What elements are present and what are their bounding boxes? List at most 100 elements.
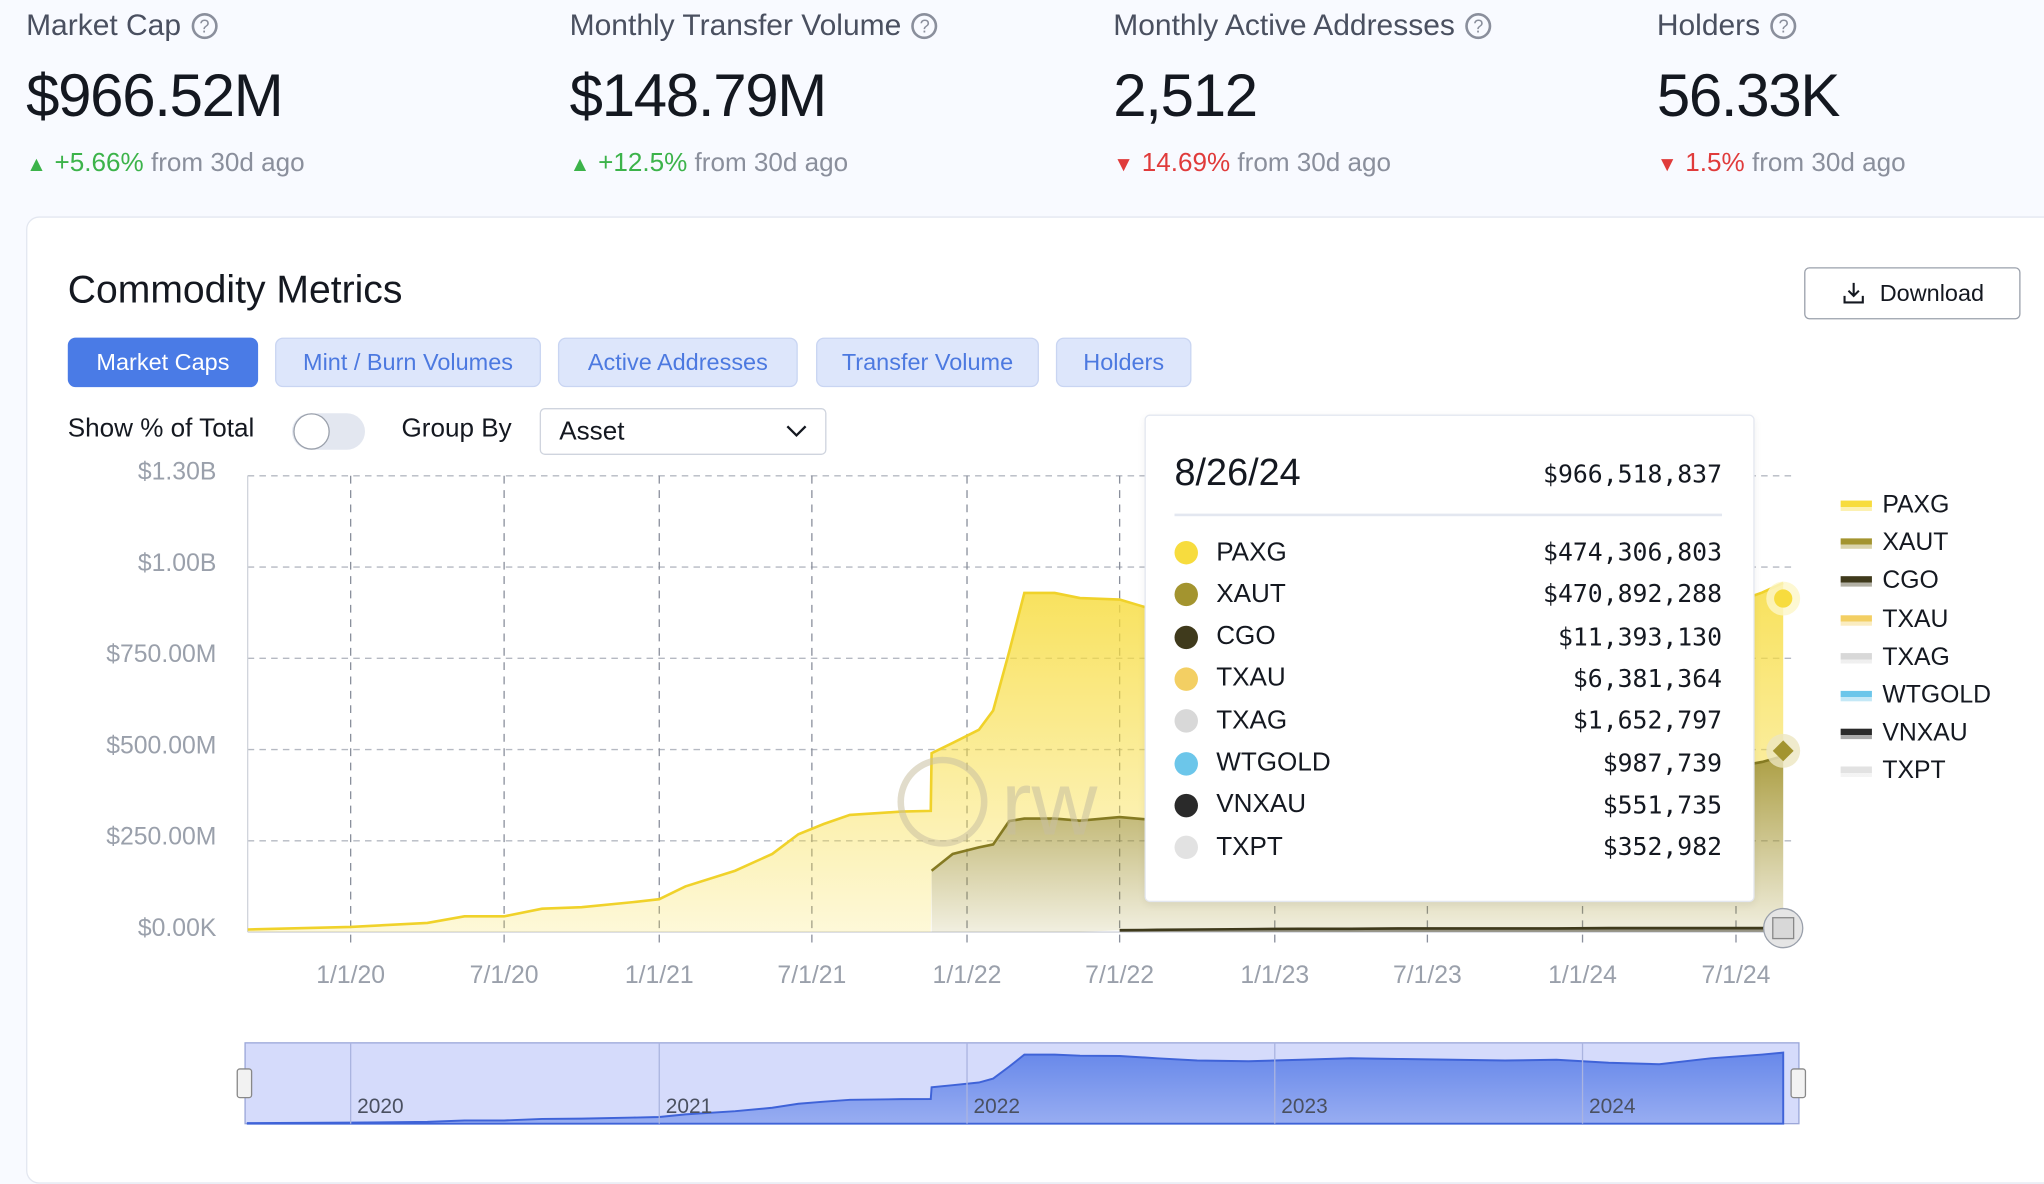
series-dot-icon	[1174, 793, 1198, 818]
group-by-value: Asset	[559, 416, 625, 446]
y-tick-label: $1.30B	[137, 458, 217, 487]
tooltip-series-name: WTGOLD	[1216, 748, 1331, 777]
toggle-knob	[293, 413, 330, 450]
navigator-label: 2021	[665, 1096, 713, 1119]
legend-label: TXAU	[1882, 605, 1949, 634]
navigator-handle[interactable]	[236, 1068, 253, 1099]
tooltip-row: TXAU $6,381,364	[1174, 659, 1722, 698]
download-icon	[1843, 282, 1864, 304]
x-tick-label: 1/1/24	[1548, 962, 1617, 990]
group-by-select[interactable]: Asset	[539, 408, 827, 455]
kpi-label-text: Monthly Active Addresses	[1113, 7, 1455, 42]
y-tick-label: $500.00M	[106, 732, 217, 760]
cgo-line	[1119, 926, 1784, 932]
legend-item-txpt[interactable]: TXPT	[1840, 755, 1946, 789]
navigator-label: 2024	[1589, 1096, 1636, 1119]
series-dot-icon	[1174, 583, 1198, 607]
show-pct-toggle[interactable]	[291, 413, 365, 450]
legend-item-wtgold[interactable]: WTGOLD	[1840, 679, 1991, 713]
tooltip-total: $966,518,837	[1543, 460, 1723, 489]
tab-active-addresses[interactable]: Active Addresses	[557, 337, 798, 388]
hover-marker-xaut	[1772, 740, 1794, 762]
legend-item-xaut[interactable]: XAUT	[1840, 527, 1949, 561]
tooltip-row: TXPT $352,982	[1174, 828, 1722, 867]
kpi-label: Monthly Active Addresses?	[1113, 7, 1492, 43]
download-button[interactable]: Download	[1804, 267, 2021, 320]
watermark-globe-icon	[897, 756, 988, 847]
y-tick-label: $1.00B	[137, 550, 217, 578]
tooltip-row: VNXAU $551,735	[1174, 786, 1723, 825]
kpi-label: Monthly Transfer Volume?	[570, 8, 938, 43]
legend-item-paxg[interactable]: PAXG	[1840, 489, 1950, 523]
tooltip-series-value: $551,735	[1602, 791, 1723, 820]
tab-transfer-volume[interactable]: Transfer Volume	[816, 337, 1039, 388]
legend-label: VNXAU	[1882, 719, 1968, 748]
navigator-label: 2023	[1281, 1096, 1328, 1119]
x-tick-label: 1/1/22	[932, 962, 1002, 990]
navigator-handle[interactable]	[1790, 1068, 1807, 1099]
y-tick-label: $250.00M	[106, 823, 217, 852]
x-tick-label: 7/1/22	[1085, 962, 1155, 990]
legend-swatch-icon	[1840, 614, 1872, 626]
delta-suffix: from 30d ago	[1751, 148, 1906, 178]
legend-item-txau[interactable]: TXAU	[1840, 603, 1949, 637]
x-tick-label: 1/1/20	[316, 962, 386, 990]
delta-value: 1.5%	[1685, 148, 1745, 178]
x-tick-label: 7/1/21	[777, 962, 847, 990]
tooltip-row: XAUT $470,892,288	[1174, 575, 1723, 614]
tooltip-series-name: XAUT	[1216, 579, 1286, 609]
kpi-label-text: Market Cap	[26, 7, 182, 42]
delta-suffix: from 30d ago	[694, 148, 849, 178]
tab-mint-burn-volumes[interactable]: Mint / Burn Volumes	[275, 337, 541, 388]
legend-item-cgo[interactable]: CGO	[1840, 565, 1939, 599]
legend-swatch-icon	[1840, 767, 1872, 778]
kpi-label-text: Monthly Transfer Volume	[569, 7, 902, 42]
legend-label: XAUT	[1882, 529, 1949, 557]
navigator-label: 2022	[973, 1096, 1020, 1119]
help-icon[interactable]: ?	[191, 12, 218, 39]
delta-value: 14.69%	[1141, 148, 1231, 178]
y-tick-label: $0.00K	[137, 915, 217, 943]
legend-item-txag[interactable]: TXAG	[1840, 641, 1950, 675]
tooltip-series-name: VNXAU	[1216, 790, 1307, 820]
watermark-logo: rw	[1001, 752, 1098, 854]
tooltip-series-value: $470,892,288	[1543, 580, 1723, 610]
x-tick-label: 7/1/24	[1701, 962, 1771, 990]
legend-label: CGO	[1882, 567, 1939, 595]
kpi-delta: ▲ +12.5% from 30d ago	[570, 149, 849, 179]
tab-market-caps[interactable]: Market Caps	[67, 337, 259, 388]
kpi-delta: ▲ +5.66% from 30d ago	[26, 149, 305, 179]
legend-swatch-icon	[1840, 500, 1872, 511]
group-by-label: Group By	[401, 414, 512, 444]
kpi-value: 2,512	[1113, 61, 1258, 130]
series-dot-icon	[1174, 667, 1198, 691]
legend-swatch-icon	[1840, 576, 1872, 588]
y-tick-label: $750.00M	[106, 641, 217, 669]
tooltip-series-value: $987,739	[1602, 748, 1723, 778]
legend-item-vnxau[interactable]: VNXAU	[1840, 717, 1968, 751]
legend-label: TXAG	[1882, 643, 1950, 672]
tooltip-series-value: $474,306,803	[1543, 538, 1723, 568]
help-icon[interactable]: ?	[911, 12, 938, 39]
series-dot-icon	[1174, 751, 1198, 775]
series-dot-icon	[1174, 625, 1198, 649]
hover-marker-paxg	[1774, 589, 1793, 608]
tooltip-row: PAXG $474,306,803	[1174, 533, 1723, 572]
kpi-delta: ▼ 14.69% from 30d ago	[1113, 149, 1391, 179]
legend-label: TXPT	[1882, 757, 1946, 786]
tab-holders[interactable]: Holders	[1055, 337, 1192, 388]
legend-label: PAXG	[1882, 491, 1950, 519]
help-icon[interactable]: ?	[1770, 12, 1797, 39]
download-label: Download	[1879, 279, 1985, 306]
chart-tooltip: 8/26/24 $966,518,837 PAXG $474,306,803 XAU…	[1144, 414, 1755, 903]
kpi-delta: ▼ 1.5% from 30d ago	[1657, 149, 1906, 179]
help-icon[interactable]: ?	[1465, 12, 1492, 39]
section-title: Commodity Metrics	[67, 268, 403, 312]
x-tick-label: 7/1/20	[469, 962, 539, 990]
arrow-up-icon: ▲	[569, 153, 591, 176]
tooltip-row: CGO $11,393,130	[1174, 617, 1722, 656]
legend-swatch-icon	[1840, 690, 1872, 702]
tooltip-date: 8/26/24	[1174, 452, 1301, 495]
hover-marker-cgo	[1772, 917, 1795, 940]
delta-value: +5.66%	[54, 148, 144, 178]
